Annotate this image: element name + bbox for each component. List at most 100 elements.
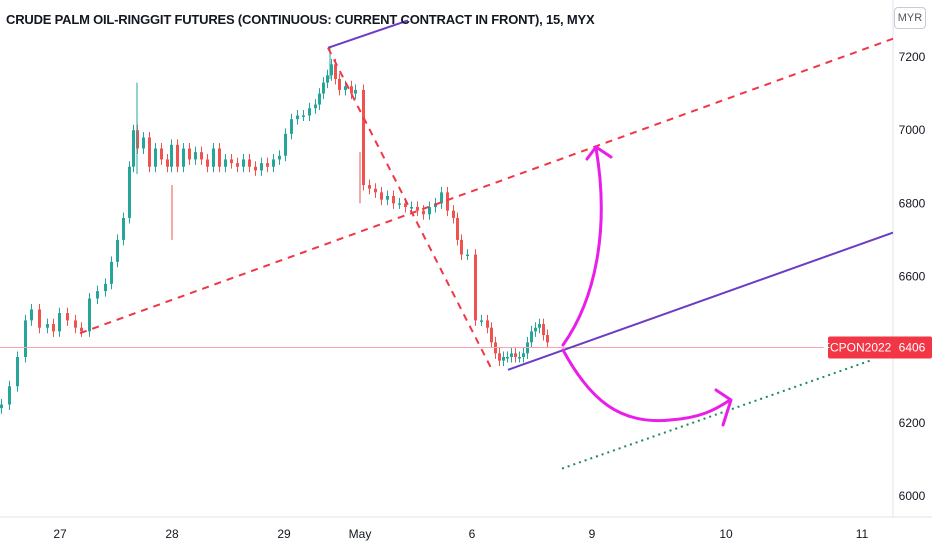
candle-body (290, 119, 293, 134)
candle-body (452, 210, 455, 218)
price-label-symbol: FCPON2022 (823, 340, 892, 354)
candle-body (218, 148, 221, 167)
candle-body (460, 239, 463, 255)
candle-body (330, 64, 333, 76)
candle-body (502, 356, 505, 361)
candle-body (354, 89, 357, 94)
candle-body (322, 82, 325, 94)
candle-body (24, 320, 27, 357)
candle-body (534, 327, 537, 332)
candle-body (88, 298, 91, 332)
candle-body (188, 148, 191, 160)
currency-button[interactable]: MYR (894, 7, 926, 29)
candle-body (206, 159, 209, 167)
candle-body (0, 404, 3, 409)
trendline-green-projection (561, 359, 871, 470)
candle-body (46, 324, 49, 328)
candle-body (440, 192, 443, 204)
x-tick-label: 11 (856, 527, 869, 541)
x-tick-label: 28 (165, 527, 179, 541)
candle-body (538, 324, 541, 328)
candle-body (212, 148, 215, 167)
candle-body (74, 320, 77, 328)
candle-body (490, 327, 493, 343)
trendline-red-decline (327, 47, 493, 371)
candle-body (160, 148, 163, 160)
candle-body (506, 356, 509, 359)
y-tick-label: 6200 (899, 416, 926, 430)
candle-body (254, 166, 257, 171)
candle-body (236, 163, 239, 167)
up-arrow-head (585, 145, 613, 161)
down-arrow-head (714, 388, 733, 427)
axes (0, 0, 932, 518)
candle-body (296, 115, 299, 120)
candle-body (58, 313, 61, 332)
candles (0, 46, 549, 414)
candle-body (362, 89, 365, 186)
candle-body (518, 356, 521, 359)
candle-body (224, 159, 227, 167)
trendline-purple-lower (507, 231, 894, 371)
chart-title: CRUDE PALM OIL-RINGGIT FUTURES (CONTINUO… (6, 12, 595, 27)
labels: 6000620064006600680070007200272829May691… (53, 50, 932, 541)
candle-body (486, 320, 489, 328)
y-tick-label: 7000 (899, 123, 926, 137)
price-label-value: 6406 (899, 340, 926, 354)
candle-body (380, 192, 383, 200)
candle-body (8, 386, 11, 405)
candle-body (266, 163, 269, 167)
candle-body (344, 86, 347, 90)
candle-body (116, 239, 119, 262)
candle-body (182, 148, 185, 167)
candle-body (368, 185, 371, 189)
candle-body (104, 283, 107, 292)
candle-body (474, 254, 477, 321)
candle-body (308, 108, 311, 116)
down-scenario-arrow (561, 348, 732, 423)
candle-body (428, 206, 431, 215)
drawings (0, 19, 894, 470)
candle-body (374, 188, 377, 193)
candle-body (326, 75, 329, 83)
candle-body (194, 152, 197, 160)
candle-body (522, 353, 525, 357)
candle-body (350, 86, 353, 94)
trendline-purple-upper (327, 19, 409, 49)
candle-body (110, 261, 113, 284)
candle-body (410, 206, 413, 209)
y-tick-label: 6800 (899, 196, 926, 210)
candle-body (392, 196, 395, 204)
candle-body (122, 217, 125, 240)
candle-body (514, 353, 517, 357)
candle-body (170, 144, 173, 167)
candle-body (334, 64, 337, 79)
candle-body (530, 331, 533, 343)
y-tick-label: 6000 (899, 489, 926, 503)
candle-body (52, 324, 55, 332)
candle-body (142, 137, 145, 149)
candle-body (480, 320, 483, 322)
x-tick-label: 29 (277, 527, 291, 541)
x-tick-label: 6 (469, 527, 476, 541)
candle-body (422, 210, 425, 215)
x-tick-label: May (349, 527, 372, 541)
candle-body (154, 148, 157, 167)
candle-body (260, 163, 263, 171)
candle-body (278, 155, 281, 160)
x-tick-label: 27 (53, 527, 67, 541)
candle-body (386, 196, 389, 200)
candle-body (510, 353, 513, 357)
up-scenario-arrow (561, 146, 603, 347)
candle-body (398, 203, 401, 205)
y-tick-label: 6600 (899, 270, 926, 284)
price-label-bg (828, 336, 932, 359)
candle-body (80, 327, 83, 332)
candle-body (248, 159, 251, 167)
candle-body (96, 291, 99, 299)
candle-body (272, 159, 275, 167)
candle-body (176, 144, 179, 167)
candle-body (16, 356, 19, 387)
candle-body (498, 353, 501, 361)
